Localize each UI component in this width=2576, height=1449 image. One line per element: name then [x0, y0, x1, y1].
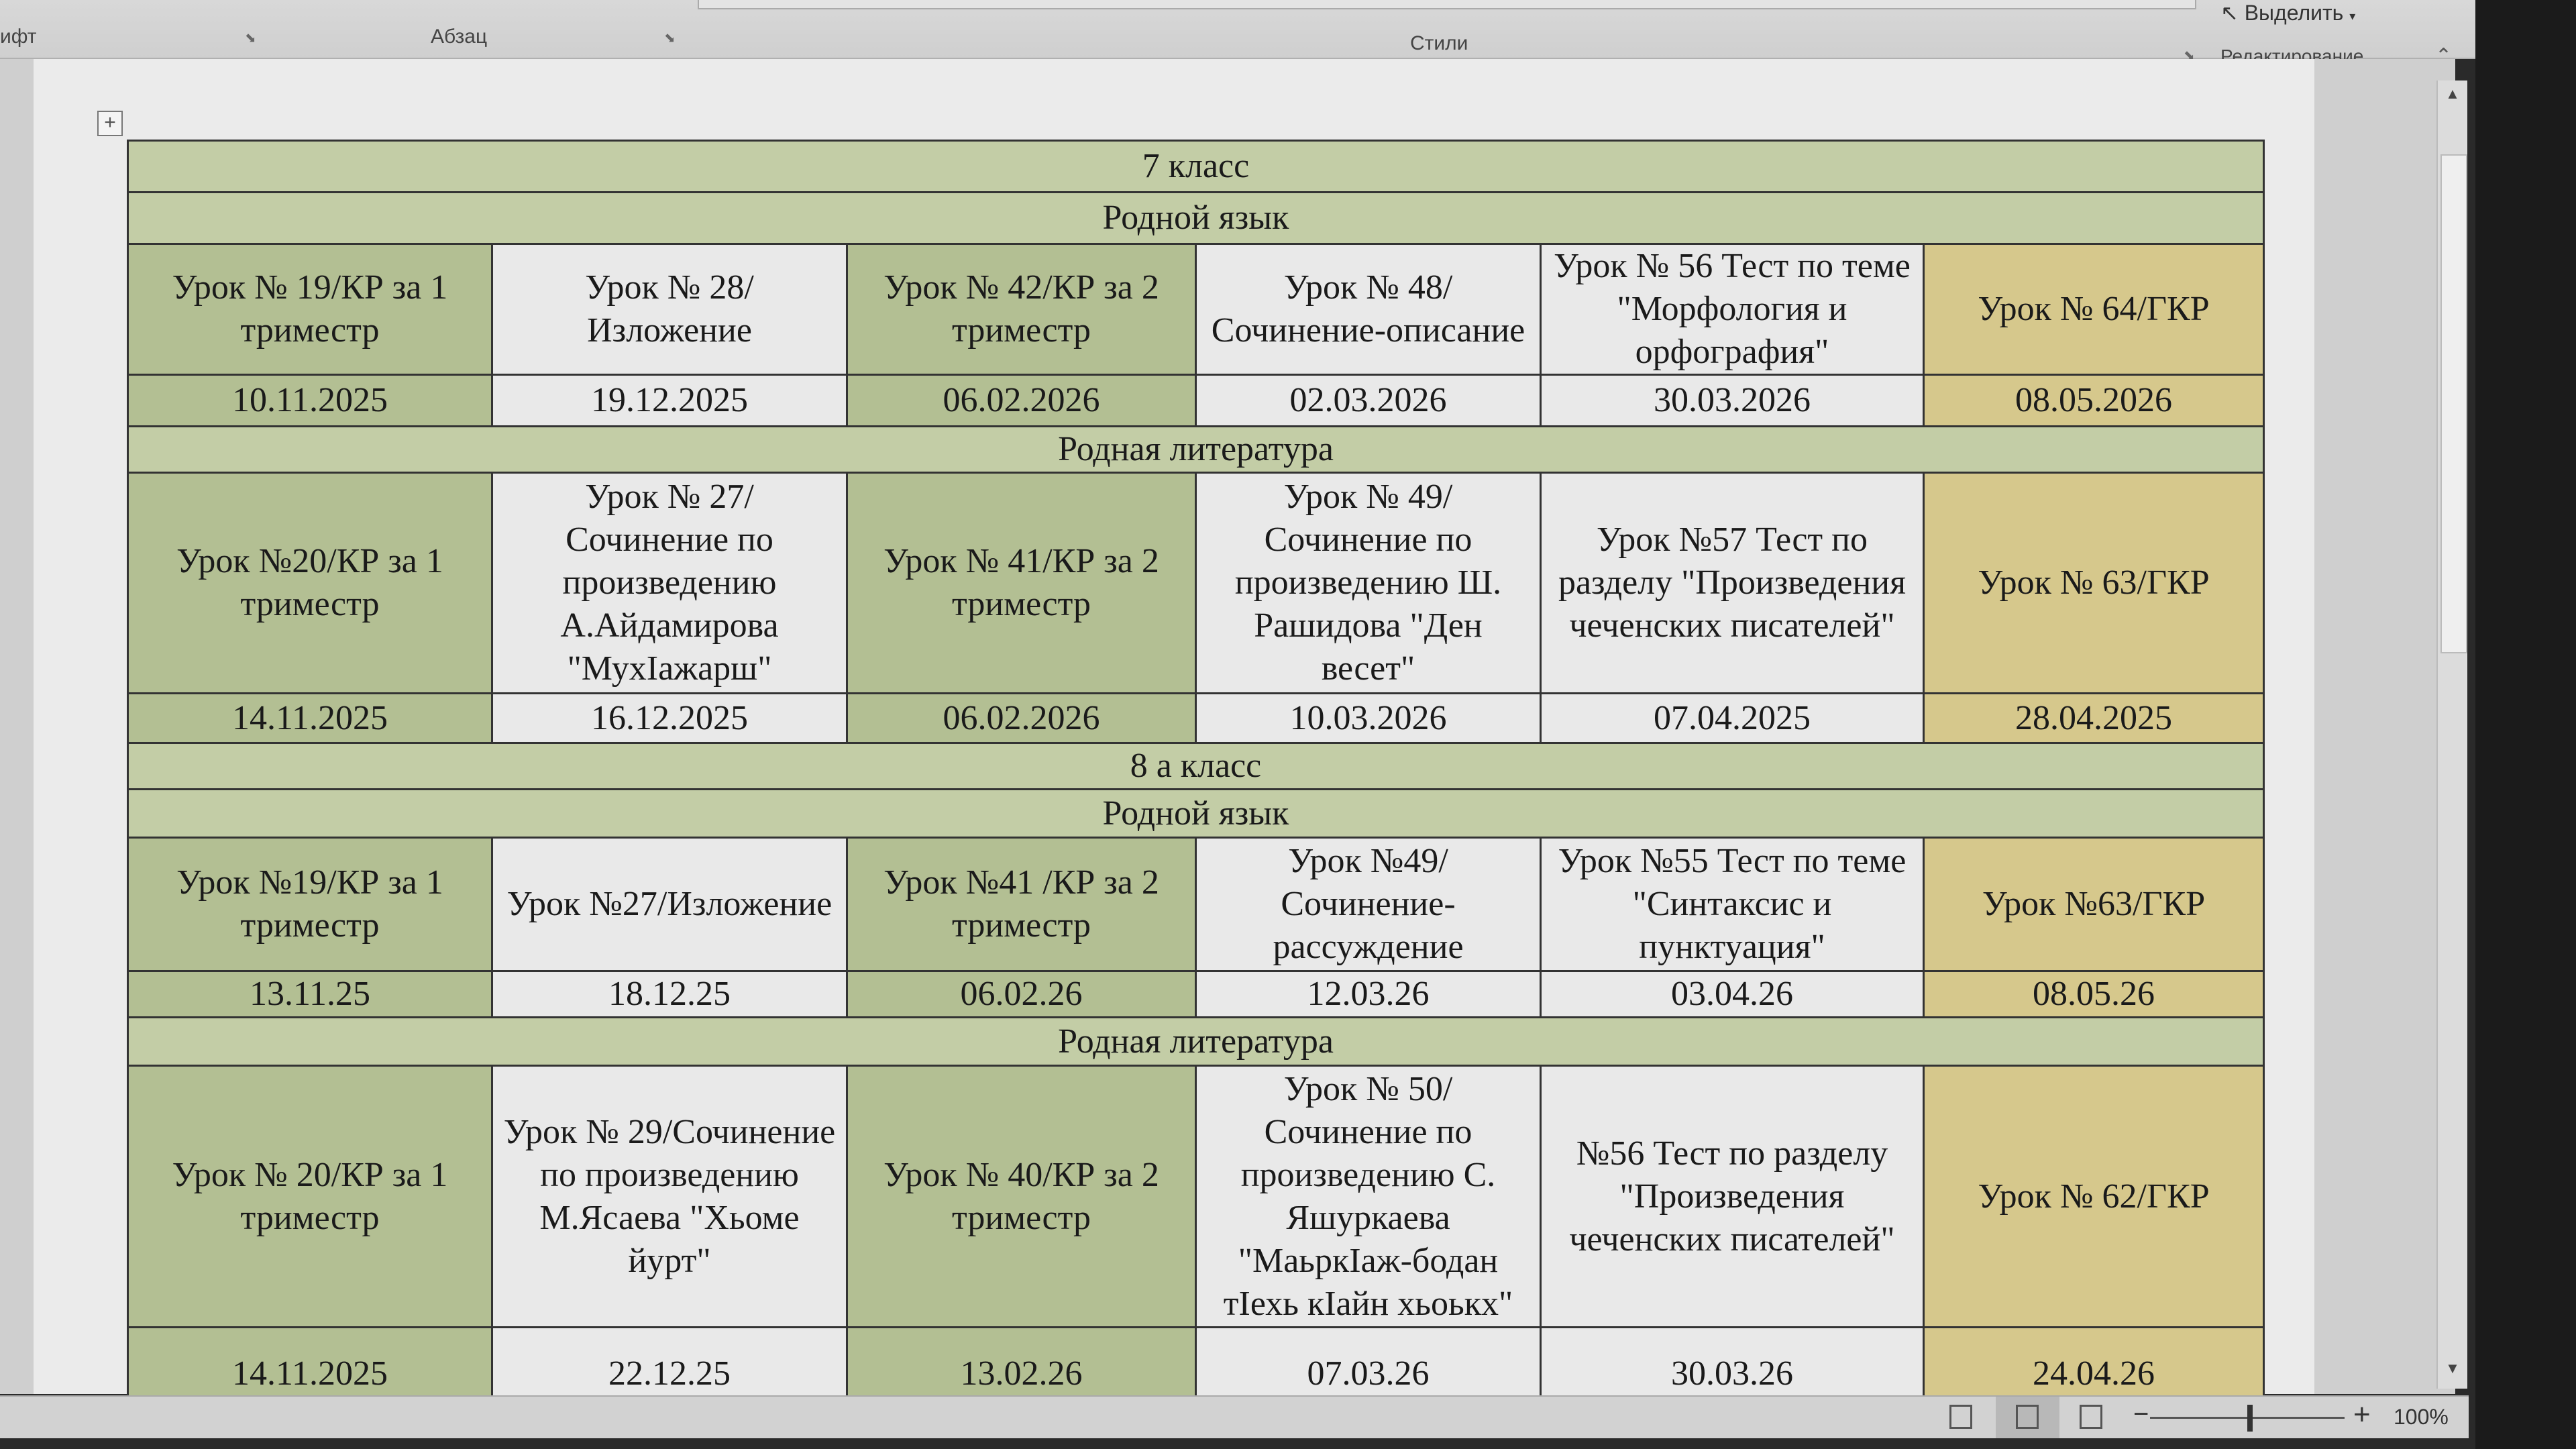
- date-cell[interactable]: 13.11.25: [127, 970, 493, 1018]
- lesson-row: Урок №19/КР за 1 триместр Урок №27/Изложе…: [127, 837, 2265, 972]
- lesson-cell[interactable]: Урок №19/КР за 1 триместр: [127, 837, 493, 972]
- date-row: 14.11.2025 16.12.2025 06.02.2026 10.03.2026…: [127, 692, 2265, 744]
- lesson-cell[interactable]: Урок № 41/КР за 2 триместр: [846, 472, 1197, 694]
- class-title: 7 класс: [127, 140, 2265, 193]
- styles-gallery[interactable]: [698, 0, 2196, 9]
- schedule-table: 7 класс Родной язык Урок № 19/КР за 1 трим…: [127, 140, 2265, 1421]
- date-cell[interactable]: 07.04.2025: [1540, 692, 1925, 744]
- date-cell[interactable]: 02.03.2026: [1195, 374, 1542, 427]
- subject-header-row: Родной язык: [127, 788, 2265, 839]
- date-cell[interactable]: 19.12.2025: [491, 374, 848, 427]
- subject-title: Родной язык: [127, 191, 2265, 245]
- lesson-cell[interactable]: Урок № 49/Сочинение по произведению Ш. Р…: [1195, 472, 1542, 694]
- print-layout-icon: [2016, 1405, 2039, 1429]
- lesson-cell[interactable]: Урок № 56 Тест по теме "Морфология и орф…: [1540, 243, 1925, 376]
- select-button[interactable]: ↖ Выделить ▾: [2220, 0, 2355, 25]
- date-cell[interactable]: 14.11.2025: [127, 692, 493, 744]
- lesson-cell[interactable]: Урок № 62/ГКР: [1923, 1065, 2265, 1328]
- select-button-label: Выделить: [2244, 1, 2344, 25]
- class-title: 8 а класс: [127, 742, 2265, 790]
- lesson-row: Урок №20/КР за 1 триместр Урок № 27/ Сочи…: [127, 472, 2265, 694]
- subject-header-row: Родная литература: [127, 425, 2265, 474]
- read-mode-icon[interactable]: [1949, 1405, 1972, 1429]
- subject-title: Родная литература: [127, 425, 2265, 474]
- cursor-arrow-icon: ↖: [2220, 1, 2239, 25]
- date-cell[interactable]: 03.04.26: [1540, 970, 1925, 1018]
- lesson-cell[interactable]: Урок № 63/ГКР: [1923, 472, 2265, 694]
- date-cell[interactable]: 16.12.2025: [491, 692, 848, 744]
- lesson-cell[interactable]: Урок № 27/ Сочинение по произведению А.А…: [491, 472, 848, 694]
- lesson-cell[interactable]: №56 Тест по разделу "Произведения чеченс…: [1540, 1065, 1925, 1328]
- vertical-scrollbar[interactable]: ▲ ▼: [2436, 80, 2467, 1389]
- paragraph-group-label: Абзац: [431, 25, 488, 48]
- lesson-cell[interactable]: Урок №57 Тест по разделу "Произведения ч…: [1540, 472, 1925, 694]
- date-cell[interactable]: 10.11.2025: [127, 374, 493, 427]
- date-cell[interactable]: 12.03.26: [1195, 970, 1542, 1018]
- ribbon: ифт ⬊ Абзац ⬊ Стили ⬊ ↖ Выделить ▾ Редак…: [0, 0, 2482, 67]
- date-row: 10.11.2025 19.12.2025 06.02.2026 02.03.2026…: [127, 374, 2265, 427]
- lesson-cell[interactable]: Урок №27/Изложение: [491, 837, 848, 972]
- lesson-cell[interactable]: Урок № 50/ Сочинение по произведению С. …: [1195, 1065, 1542, 1328]
- zoom-slider-thumb[interactable]: [2247, 1405, 2253, 1432]
- lesson-cell[interactable]: Урок № 28/ Изложение: [491, 243, 848, 376]
- zoom-in-button[interactable]: +: [2353, 1398, 2371, 1431]
- lesson-cell[interactable]: Урок № 20/КР за 1 триместр: [127, 1065, 493, 1328]
- date-cell[interactable]: 06.02.2026: [846, 374, 1197, 427]
- table-move-handle-icon[interactable]: +: [97, 111, 123, 136]
- status-bar: − + 100%: [0, 1395, 2469, 1438]
- lesson-cell[interactable]: Урок № 64/ГКР: [1923, 243, 2265, 376]
- class-header-row: 8 а класс: [127, 742, 2265, 790]
- lesson-cell[interactable]: Урок № 29/Сочинение по произведению М.Яс…: [491, 1065, 848, 1328]
- chevron-down-icon: ▾: [2349, 9, 2356, 23]
- lesson-row: Урок № 19/КР за 1 триместр Урок № 28/ Изл…: [127, 243, 2265, 376]
- scrollbar-thumb[interactable]: [2440, 154, 2467, 653]
- scroll-up-icon[interactable]: ▲: [2445, 85, 2460, 102]
- date-cell[interactable]: 06.02.26: [846, 970, 1197, 1018]
- date-cell[interactable]: 08.05.26: [1923, 970, 2265, 1018]
- subject-header-row: Родной язык: [127, 191, 2265, 245]
- monitor-bezel: [2475, 0, 2576, 1449]
- paragraph-dialog-launcher-icon[interactable]: ⬊: [664, 31, 676, 46]
- date-cell[interactable]: 06.02.2026: [846, 692, 1197, 744]
- lesson-cell[interactable]: Урок № 48/ Сочинение-описание: [1195, 243, 1542, 376]
- lesson-cell[interactable]: Урок №49/Сочинение-рассуждение: [1195, 837, 1542, 972]
- lesson-cell[interactable]: Урок №63/ГКР: [1923, 837, 2265, 972]
- lesson-cell[interactable]: Урок № 40/КР за 2 триместр: [846, 1065, 1197, 1328]
- web-layout-icon[interactable]: [2080, 1405, 2102, 1429]
- date-cell[interactable]: 08.05.2026: [1923, 374, 2265, 427]
- class-header-row: 7 класс: [127, 140, 2265, 193]
- lesson-cell[interactable]: Урок №41 /КР за 2 триместр: [846, 837, 1197, 972]
- date-cell[interactable]: 30.03.2026: [1540, 374, 1925, 427]
- date-row: 13.11.25 18.12.25 06.02.26 12.03.26 03.04.26…: [127, 970, 2265, 1018]
- styles-group-label: Стили: [1410, 32, 1468, 54]
- date-cell[interactable]: 18.12.25: [491, 970, 848, 1018]
- lesson-cell[interactable]: Урок №55 Тест по теме "Синтаксис и пункт…: [1540, 837, 1925, 972]
- subject-title: Родной язык: [127, 788, 2265, 839]
- subject-header-row: Родная литература: [127, 1016, 2265, 1067]
- font-group-label: ифт: [0, 25, 37, 48]
- lesson-cell[interactable]: Урок №20/КР за 1 триместр: [127, 472, 493, 694]
- scroll-down-icon[interactable]: ▼: [2445, 1360, 2460, 1377]
- lesson-row: Урок № 20/КР за 1 триместр Урок № 29/Сочи…: [127, 1065, 2265, 1328]
- date-cell[interactable]: 28.04.2025: [1923, 692, 2265, 744]
- font-dialog-launcher-icon[interactable]: ⬊: [245, 31, 256, 46]
- zoom-level[interactable]: 100%: [2394, 1405, 2449, 1429]
- subject-title: Родная литература: [127, 1016, 2265, 1067]
- lesson-cell[interactable]: Урок № 19/КР за 1 триместр: [127, 243, 493, 376]
- zoom-out-button[interactable]: −: [2133, 1399, 2149, 1429]
- lesson-cell[interactable]: Урок № 42/КР за 2 триместр: [846, 243, 1197, 376]
- date-cell[interactable]: 10.03.2026: [1195, 692, 1542, 744]
- print-layout-button[interactable]: [1996, 1397, 2059, 1438]
